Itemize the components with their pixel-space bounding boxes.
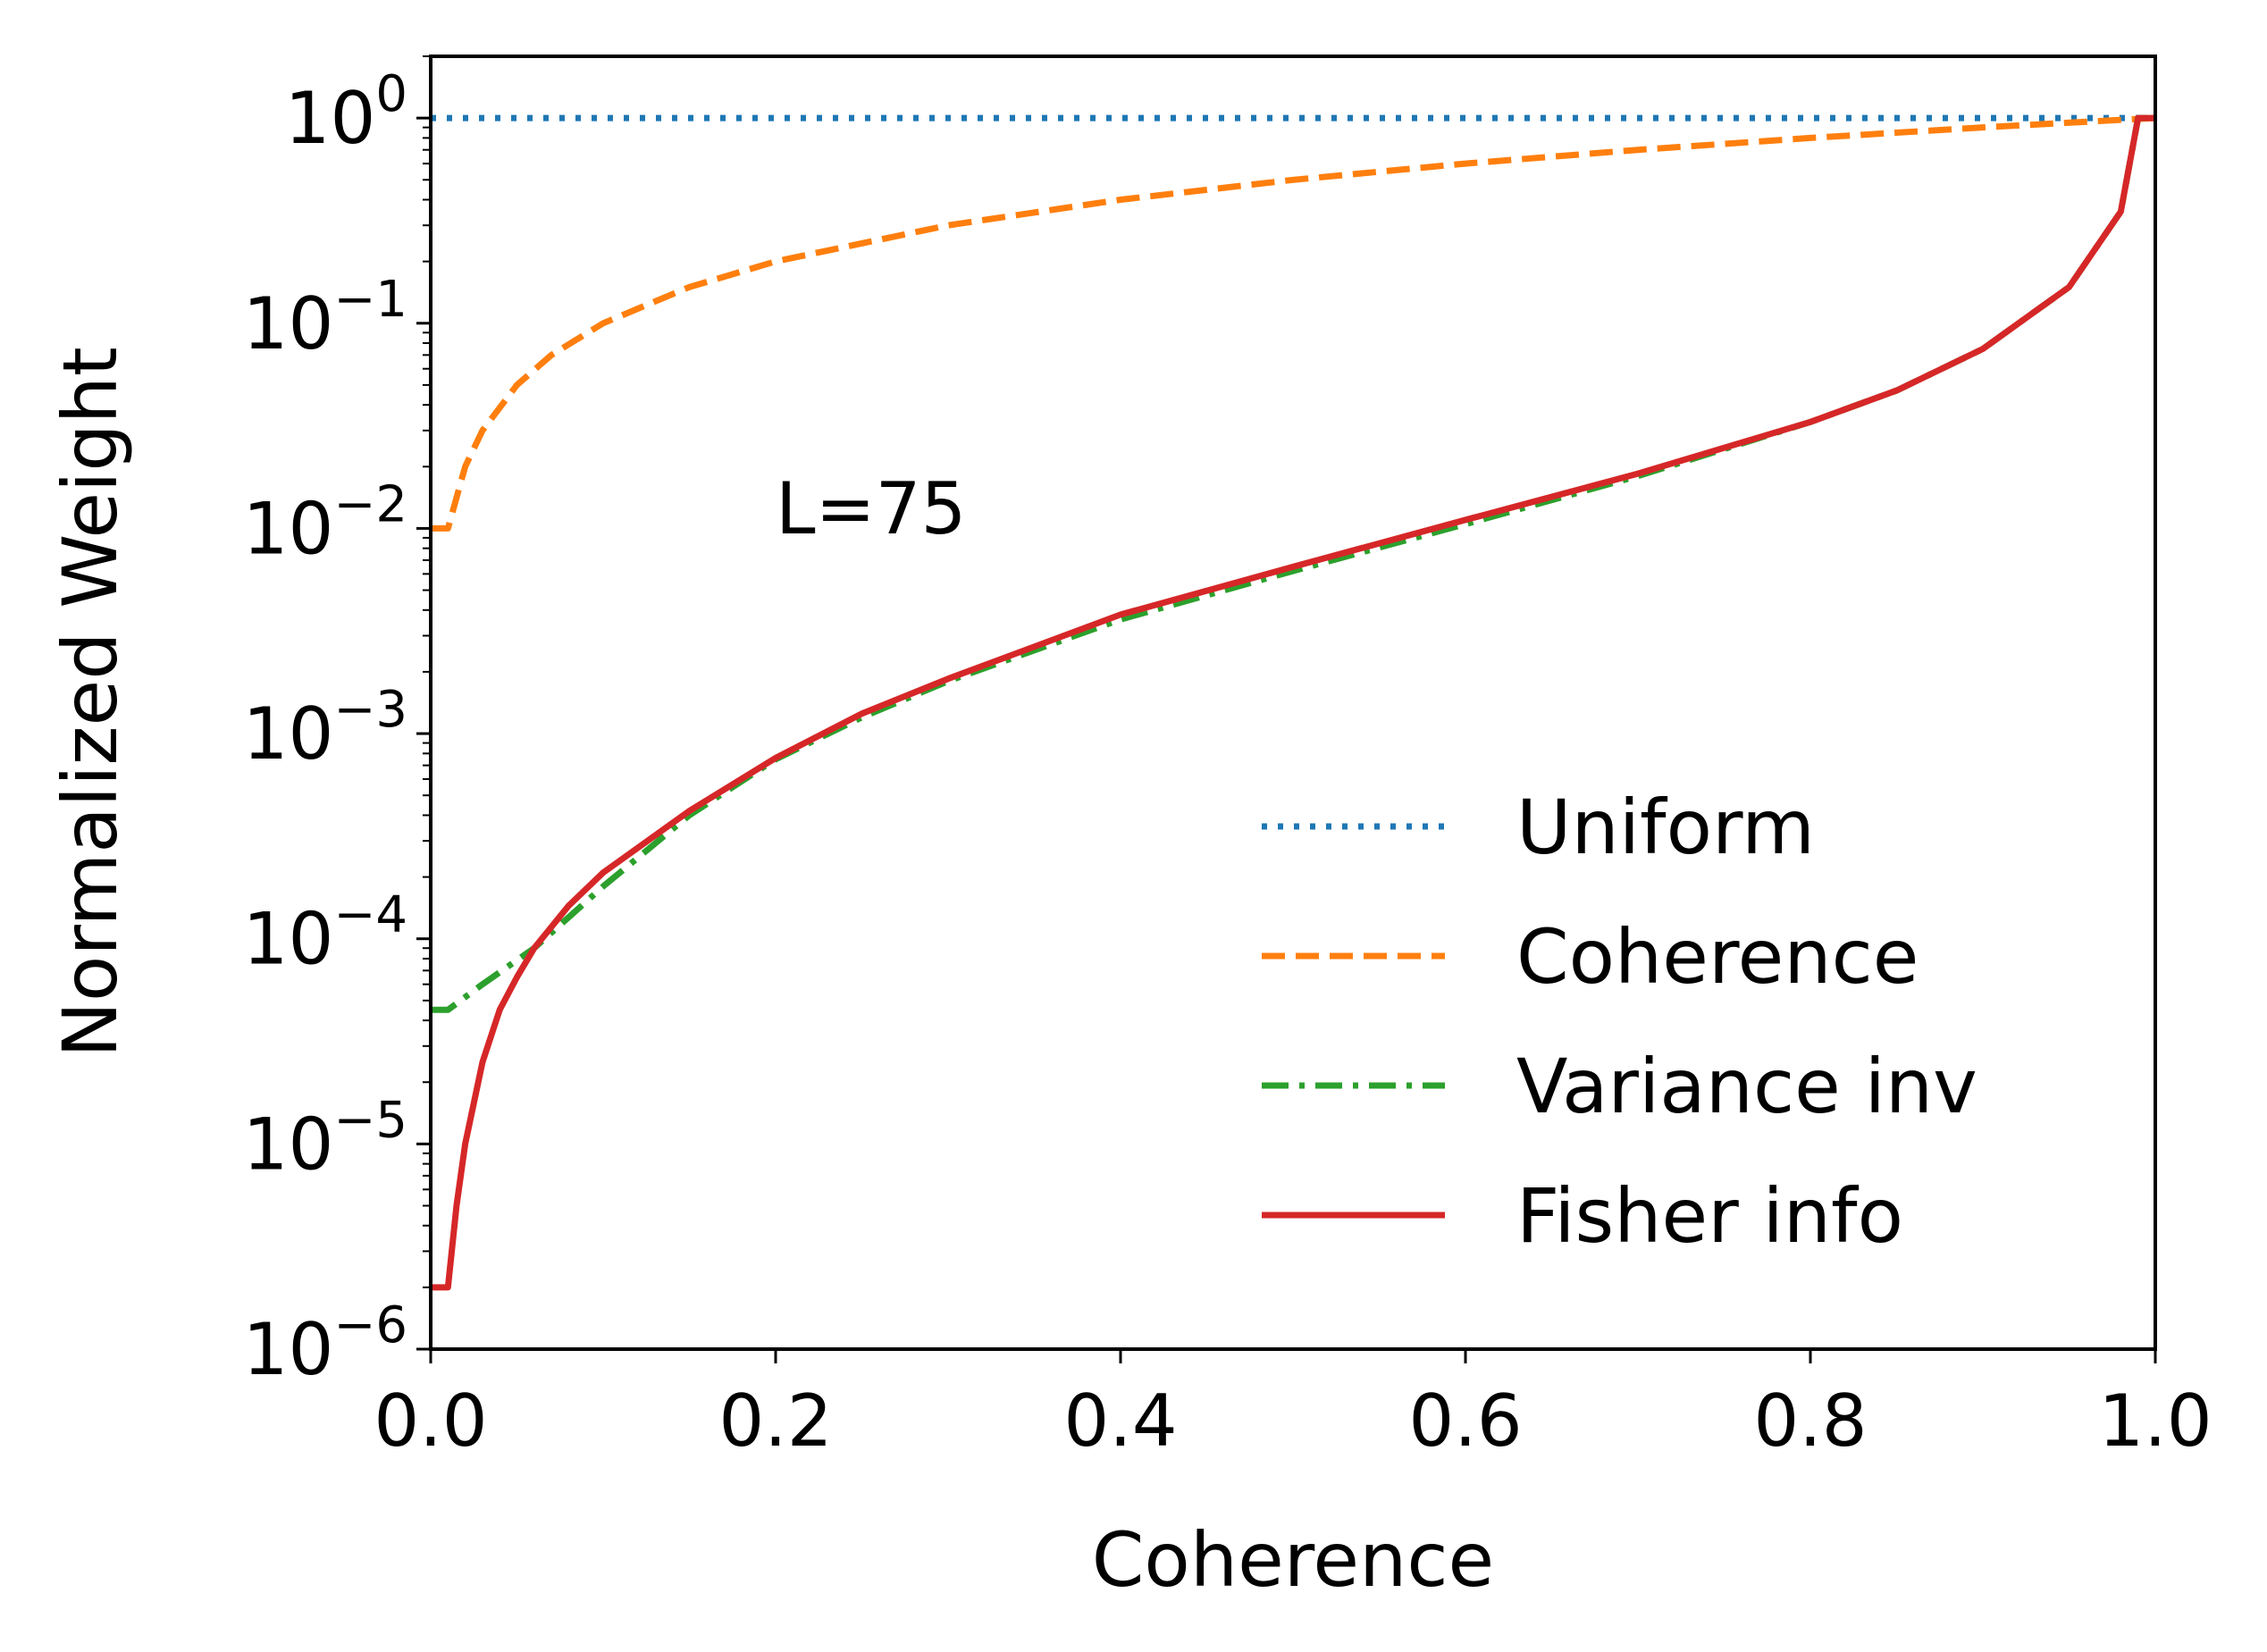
y-tick-label: 10−2 <box>243 475 407 570</box>
series-line-coherence <box>431 114 2155 532</box>
series-layer <box>431 114 2155 1291</box>
y-tick-label: 10−1 <box>243 271 407 365</box>
legend-label: Fisher info <box>1516 1172 1903 1260</box>
y-axis: 10−6 10−5 10−4 10−3 10−2 10−1 100 <box>243 55 431 1391</box>
x-tick-label: 0.4 <box>1063 1379 1177 1463</box>
x-axis: 0.0 0.2 0.4 0.6 0.8 1.0 <box>374 1349 2212 1463</box>
annotation-label: L=75 <box>776 467 966 550</box>
legend-label: Uniform <box>1516 784 1815 871</box>
x-tick-label: 0.0 <box>374 1379 487 1463</box>
x-axis-label: Coherence <box>1092 1516 1494 1604</box>
y-tick-label: 10−3 <box>243 681 407 776</box>
x-tick-label: 1.0 <box>2098 1379 2212 1463</box>
y-tick-label: 10−5 <box>243 1091 407 1186</box>
y-tick-label: 10−4 <box>243 886 407 981</box>
x-tick-label: 0.8 <box>1753 1379 1867 1463</box>
x-tick-label: 0.6 <box>1408 1379 1522 1463</box>
legend-label: Variance inv <box>1516 1043 1977 1130</box>
y-tick-label: 10−6 <box>243 1296 407 1391</box>
series-line-fisher-info <box>431 114 2155 1291</box>
legend-label: Coherence <box>1516 913 1919 1001</box>
y-axis-label: Normalized Weight <box>46 347 134 1058</box>
x-tick-label: 0.2 <box>718 1379 832 1463</box>
legend: Uniform Coherence Variance inv Fisher info <box>1262 784 1977 1260</box>
y-tick-label: 100 <box>285 65 407 160</box>
plot-frame <box>429 55 2157 1351</box>
